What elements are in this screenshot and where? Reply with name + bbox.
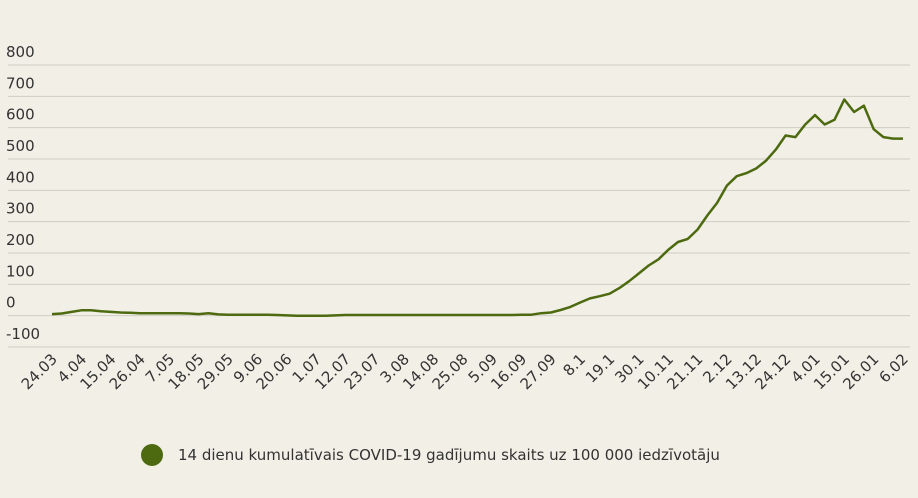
legend-label: 14 dienu kumulatīvais COVID-19 gadījumu … [178, 446, 720, 464]
y-tick-label: 100 [6, 262, 35, 280]
y-tick-label: 600 [6, 106, 35, 124]
data-line [51, 98, 903, 317]
x-tick-label: 19.1 [582, 350, 618, 386]
x-tick-label: 24.03 [18, 350, 61, 393]
y-tick-label: 700 [6, 74, 35, 92]
y-tick-label: 0 [6, 294, 16, 312]
x-tick-label: 6.02 [875, 350, 911, 386]
y-tick-label: 400 [6, 168, 35, 186]
legend-marker [141, 444, 163, 466]
y-tick-label: 200 [6, 231, 35, 249]
y-tick-label: 800 [6, 43, 35, 61]
y-tick-label: 500 [6, 137, 35, 155]
y-tick-label: -100 [6, 325, 40, 343]
y-tick-label: 300 [6, 200, 35, 218]
